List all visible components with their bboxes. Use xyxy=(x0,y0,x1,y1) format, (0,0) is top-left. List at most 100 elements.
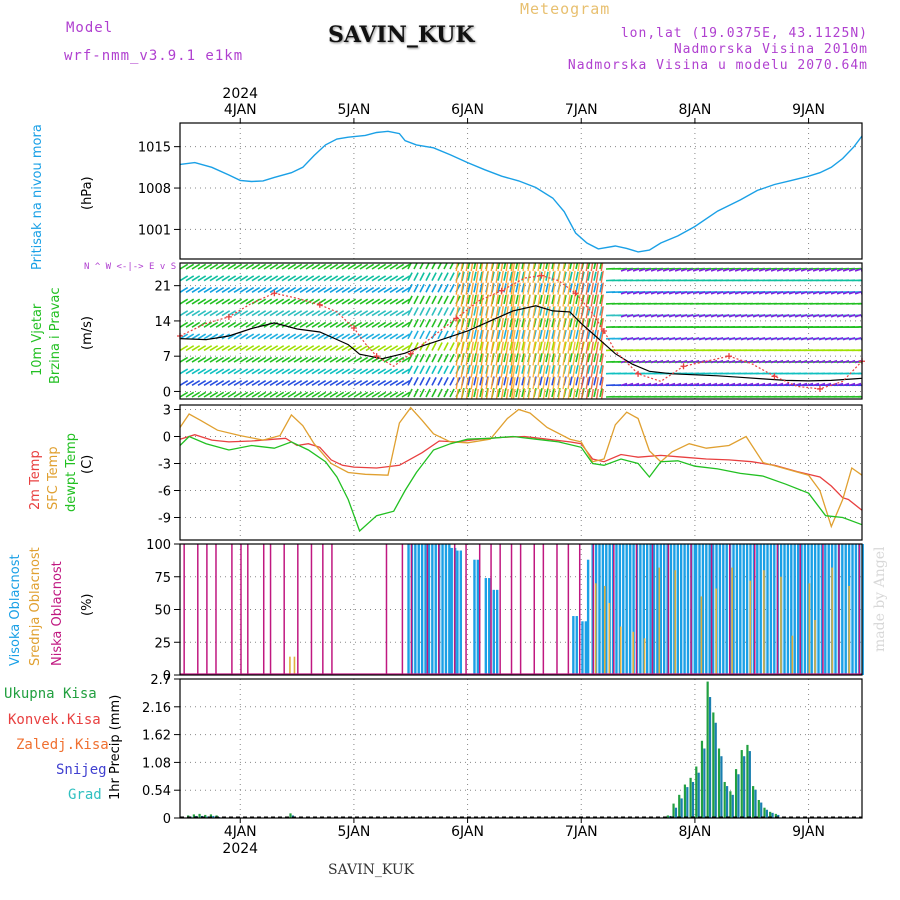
model-label: Model xyxy=(66,20,114,36)
low-cloud-bar xyxy=(667,544,670,675)
mid-cloud-bar xyxy=(808,583,811,675)
high-cloud-bar xyxy=(476,559,480,675)
ytick-label: 1.62 xyxy=(142,729,171,744)
precip-snow-bar xyxy=(720,756,723,818)
high-cloud-bar xyxy=(817,544,820,675)
panel-bg xyxy=(180,405,862,540)
panel-bg xyxy=(180,679,862,818)
high-cloud-bar xyxy=(773,544,776,675)
panel-border xyxy=(179,404,863,541)
panel-border xyxy=(179,678,863,819)
high-cloud-bar xyxy=(649,544,652,675)
high-cloud-bar xyxy=(683,544,686,675)
high-cloud-bar xyxy=(456,550,459,675)
panel-pressure: 1001 1008 1015 xyxy=(138,123,862,259)
low-cloud-bar xyxy=(690,544,692,675)
xtick-label-bottom: 9JAN xyxy=(792,824,825,840)
high-cloud-bar xyxy=(752,544,756,675)
high-cloud-bar xyxy=(793,544,796,675)
panel-bg xyxy=(180,123,862,259)
low-cloud-bar xyxy=(519,544,522,675)
ytick-label: 0 xyxy=(163,385,171,400)
high-cloud-bar xyxy=(718,544,722,675)
low-cloud-bar xyxy=(556,544,558,675)
precip-total-bar xyxy=(683,784,687,818)
precip-legend-snow: Snijeg xyxy=(56,762,107,778)
high-cloud-bar xyxy=(783,544,786,675)
mid-cloud-bar xyxy=(831,567,833,675)
high-cloud-bar xyxy=(652,544,656,675)
low-cloud-bar xyxy=(385,544,388,675)
mid-cloud-bar xyxy=(731,567,733,675)
precip-snow-bar xyxy=(771,812,774,818)
high-cloud-bar xyxy=(745,544,749,675)
wind-barb-field xyxy=(180,263,862,399)
precip-legend-conv: Konvek.Kisa xyxy=(8,712,101,728)
xtick-label-top: 9JAN xyxy=(792,102,825,118)
high-cloud-bar xyxy=(673,544,676,675)
low-cloud-bar xyxy=(776,544,779,675)
low-cloud-bar xyxy=(822,544,824,675)
high-cloud-bar xyxy=(450,547,453,675)
low-cloud-bar xyxy=(465,544,467,675)
wind-gust-marker xyxy=(407,350,414,357)
wind-gust-marker xyxy=(316,301,323,308)
ytick-label: -9 xyxy=(158,512,171,527)
high-cloud-bar xyxy=(598,544,601,675)
meteogram-label: Meteogram xyxy=(520,0,611,18)
mid-cloud-bar xyxy=(643,638,646,675)
wind-gust-marker xyxy=(816,385,823,392)
mid-cloud-bar xyxy=(780,576,782,675)
footer-station: SAVIN_KUK xyxy=(328,862,415,878)
high-cloud-bar xyxy=(708,544,711,675)
precip-snow-bar xyxy=(206,816,209,818)
precip-snow-bar xyxy=(703,748,706,818)
precip-total-bar xyxy=(289,813,292,818)
ytick-label: 7 xyxy=(163,350,171,365)
high-cloud-bar xyxy=(769,544,773,675)
mid-cloud-bar xyxy=(674,570,677,675)
high-cloud-bar xyxy=(628,544,632,675)
precip-snow-bar xyxy=(731,794,734,818)
high-cloud-bar xyxy=(861,544,864,675)
precip-total-bar xyxy=(700,740,704,818)
wind-gust-marker xyxy=(498,287,505,294)
high-cloud-bar xyxy=(807,544,810,675)
high-cloud-bar xyxy=(441,544,444,675)
ytick-label: 14 xyxy=(154,315,171,330)
high-cloud-bar xyxy=(605,544,608,675)
high-cloud-bar xyxy=(711,544,715,675)
mid-cloud-bar xyxy=(749,580,752,675)
high-cloud-bar xyxy=(841,544,844,675)
high-cloud-bar xyxy=(492,589,495,675)
low-cloud-bar xyxy=(710,544,713,675)
low-cloud-bar xyxy=(240,544,242,675)
high-cloud-bar xyxy=(742,544,745,675)
high-cloud-bar xyxy=(417,544,420,675)
xtick-label-bottom: 7JAN xyxy=(565,824,598,840)
precip-total-bar xyxy=(209,814,213,818)
low-cloud-bar xyxy=(410,544,413,675)
xtick-label-top: 6JAN xyxy=(451,102,484,118)
low-cloud-bar xyxy=(215,544,217,675)
precip-legend-total: Ukupna Kisa xyxy=(4,686,97,702)
high-cloud-bar xyxy=(581,621,584,675)
high-cloud-bar xyxy=(766,544,769,675)
high-cloud-bar xyxy=(739,544,742,675)
low-cloud-bar xyxy=(426,544,429,675)
mid-cloud-bar xyxy=(603,585,606,675)
low-cloud-bar xyxy=(838,544,840,675)
high-cloud-bar xyxy=(800,544,803,675)
high-cloud-bar xyxy=(632,544,635,675)
precip-snow-bar xyxy=(680,798,683,818)
ytick-label: 21 xyxy=(154,280,171,295)
ytick-label: 0.54 xyxy=(142,784,171,799)
low-cloud-bar xyxy=(613,544,615,675)
wind-gust-marker xyxy=(771,373,778,380)
precip-legend-frozen: Zaledj.Kisa xyxy=(16,737,109,753)
high-cloud-bar xyxy=(459,550,463,675)
low-cloud-bar xyxy=(283,544,285,675)
high-cloud-bar xyxy=(642,544,645,675)
precip-total-bar xyxy=(769,811,772,818)
